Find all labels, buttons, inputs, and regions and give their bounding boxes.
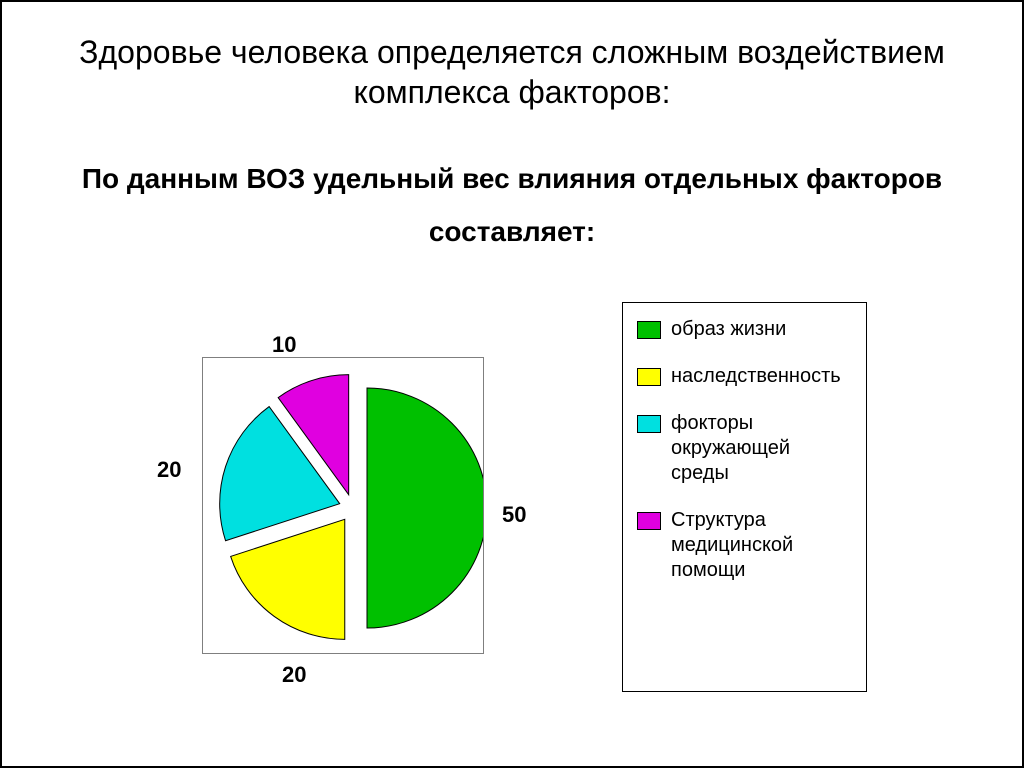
legend-swatch: [637, 512, 661, 530]
pie-value-label-heredity: 20: [282, 662, 306, 688]
legend-label: образ жизни: [671, 317, 786, 342]
slide-subtitle: По данным ВОЗ удельный вес влияния отдел…: [52, 152, 972, 258]
legend-swatch: [637, 321, 661, 339]
pie-value-label-environment: 20: [157, 457, 181, 483]
slide-frame: Здоровье человека определяется сложным в…: [0, 0, 1024, 768]
legend-label: фокторы окружающей среды: [671, 411, 841, 486]
pie-value-label-lifestyle: 50: [502, 502, 526, 528]
pie-chart: [203, 358, 483, 653]
legend-swatch: [637, 368, 661, 386]
legend-item: наследственность: [637, 364, 852, 389]
legend-item: образ жизни: [637, 317, 852, 342]
legend-item: Структура медицинской помощи: [637, 508, 852, 583]
legend-item: фокторы окружающей среды: [637, 411, 852, 486]
legend-label: наследственность: [671, 364, 841, 389]
legend-swatch: [637, 415, 661, 433]
legend-box: образ жизни наследственность фокторы окруж…: [622, 302, 867, 692]
pie-slice-heredity: [231, 519, 345, 639]
pie-slice-lifestyle: [367, 388, 483, 628]
slide-title: Здоровье человека определяется сложным в…: [52, 32, 972, 112]
pie-value-label-healthcare: 10: [272, 332, 296, 358]
pie-chart-box: [202, 357, 484, 654]
legend-label: Структура медицинской помощи: [671, 508, 841, 583]
